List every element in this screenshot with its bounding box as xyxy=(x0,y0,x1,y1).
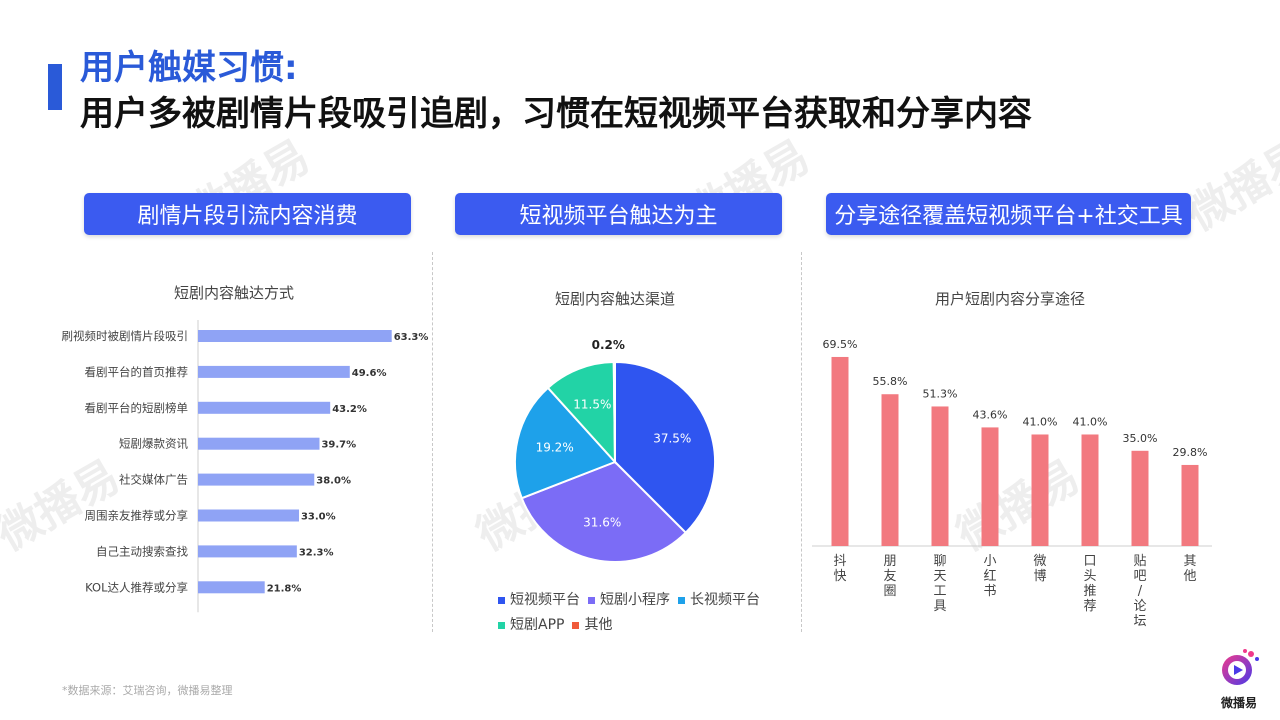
pie-value-label: 31.6% xyxy=(583,516,621,530)
vbar-value-label: 55.8% xyxy=(873,375,908,388)
data-source-note: *数据来源：艾瑞咨询，微播易整理 xyxy=(62,684,233,697)
chart-3-title: 用户短剧内容分享途径 xyxy=(934,290,1085,308)
page-title: 用户触媒习惯: xyxy=(80,48,298,88)
legend-label: 短视频平台 xyxy=(510,592,580,608)
pie-slice xyxy=(520,460,688,563)
pie-legend: 短视频平台 短剧小程序 长视频平台短剧APP 其他 xyxy=(498,588,788,638)
panel-divider xyxy=(801,252,802,632)
vbar-value-label: 35.0% xyxy=(1123,432,1158,445)
hbar-bar xyxy=(198,365,350,378)
panel-3-heading: 分享途径覆盖短视频平台+社交工具 xyxy=(826,193,1191,235)
logo-text: 微播易 xyxy=(1220,696,1257,710)
vbar-category-label: 口头推荐 xyxy=(1083,554,1096,614)
vbar-bar xyxy=(1181,464,1199,546)
legend-item: 短视频平台 xyxy=(498,592,580,608)
chart-1-title: 短剧内容触达方式 xyxy=(173,284,294,302)
legend-label: 其他 xyxy=(584,617,613,633)
vbar-value-label: 69.5% xyxy=(823,338,858,351)
pie-value-label: 37.5% xyxy=(653,431,691,445)
chart-2-title: 短剧内容触达渠道 xyxy=(554,290,675,308)
panel-1-heading: 剧情片段引流内容消费 xyxy=(84,193,411,235)
vbar-bar xyxy=(1081,434,1099,546)
pie-value-label: 0.2% xyxy=(592,338,625,352)
hbar-value-label: 43.2% xyxy=(332,404,367,415)
hbar-category-label: 看剧平台的首页推荐 xyxy=(85,365,189,379)
hbar-bar xyxy=(198,437,320,450)
vbar-value-label: 41.0% xyxy=(1023,415,1058,428)
hbar-bar xyxy=(198,545,297,558)
pie-slice xyxy=(514,386,617,500)
hbar-value-label: 49.6% xyxy=(352,368,387,379)
vbar-category-label: 小红书 xyxy=(983,554,996,599)
panel-2-heading: 短视频平台触达为主 xyxy=(455,193,782,235)
vbar-bar xyxy=(881,394,899,546)
vbar-bar xyxy=(931,406,949,546)
panel-divider xyxy=(432,252,433,632)
vbar-category-label: 微博 xyxy=(1033,554,1046,584)
vbar-bar xyxy=(1131,450,1149,546)
hbar-value-label: 38.0% xyxy=(316,476,351,487)
legend-label: 短剧APP xyxy=(510,617,565,633)
hbar-bar xyxy=(198,581,265,594)
legend-swatch xyxy=(498,596,505,604)
page-subtitle: 用户多被剧情片段吸引追剧，习惯在短视频平台获取和分享内容 xyxy=(80,94,1032,134)
pie-slice xyxy=(614,360,716,535)
legend-label: 短剧小程序 xyxy=(600,592,670,608)
pie-value-label: 11.5% xyxy=(573,397,611,411)
channel-pie-chart: 37.5% 31.6% 19.2% 11.5% 0.2% xyxy=(514,338,716,563)
legend-label: 长视频平台 xyxy=(690,592,760,608)
vbar-category-label: 贴吧/论坛 xyxy=(1133,554,1146,629)
vbar-category-label: 其他 xyxy=(1183,554,1196,584)
hbar-category-label: 刷视频时被剧情片段吸引 xyxy=(62,329,189,343)
touch-method-bar-chart: 刷视频时被剧情片段吸引 63.3% 看剧平台的首页推荐 49.6% 看剧平台的短剧榜单 4… xyxy=(62,320,428,613)
hbar-category-label: 社交媒体广告 xyxy=(119,473,188,487)
hbar-bar xyxy=(198,473,315,486)
legend-swatch xyxy=(588,596,595,604)
title-accent-bar xyxy=(48,64,62,110)
vbar-bar xyxy=(831,356,849,546)
legend-item: 其他 xyxy=(572,617,612,633)
brand-logo: 微播易 xyxy=(1212,648,1266,711)
vbar-bar xyxy=(1031,434,1049,546)
legend-swatch xyxy=(498,621,505,629)
hbar-category-label: 自己主动搜索查找 xyxy=(96,544,188,558)
hbar-category-label: KOL达人推荐或分享 xyxy=(85,580,188,594)
pie-slice xyxy=(612,360,616,463)
hbar-value-label: 32.3% xyxy=(299,547,334,558)
vbar-value-label: 29.8% xyxy=(1173,446,1208,459)
legend-swatch xyxy=(572,621,580,629)
hbar-category-label: 周围亲友推荐或分享 xyxy=(85,509,189,523)
vbar-category-label: 朋友圈 xyxy=(883,554,896,599)
hbar-bar xyxy=(198,509,299,522)
vbar-value-label: 51.3% xyxy=(923,387,958,400)
vbar-value-label: 41.0% xyxy=(1073,415,1108,428)
hbar-value-label: 63.3% xyxy=(394,332,429,343)
legend-item: 短剧APP xyxy=(498,617,564,633)
play-logo-icon xyxy=(1222,649,1259,685)
pie-slice xyxy=(546,360,617,465)
legend-item: 长视频平台 xyxy=(678,592,760,608)
vbar-category-label: 抖快 xyxy=(833,554,846,584)
hbar-category-label: 短剧爆款资讯 xyxy=(119,437,188,451)
share-path-bar-chart: 69.5% 抖快 55.8% 朋友圈 51.3% 聊天工具 43.6% 小红书 41.0% 微博 4… xyxy=(812,338,1212,629)
hbar-value-label: 21.8% xyxy=(267,583,302,594)
hbar-bar xyxy=(198,330,392,342)
pie-value-label: 19.2% xyxy=(536,441,574,455)
legend-item: 短剧小程序 xyxy=(588,592,670,608)
vbar-value-label: 43.6% xyxy=(973,408,1008,421)
hbar-value-label: 33.0% xyxy=(301,512,336,523)
vbar-category-label: 聊天工具 xyxy=(933,554,946,614)
hbar-category-label: 看剧平台的短剧榜单 xyxy=(85,401,189,415)
vbar-bar xyxy=(981,427,999,546)
hbar-value-label: 39.7% xyxy=(321,440,356,451)
legend-swatch xyxy=(678,596,685,604)
hbar-bar xyxy=(198,401,331,414)
